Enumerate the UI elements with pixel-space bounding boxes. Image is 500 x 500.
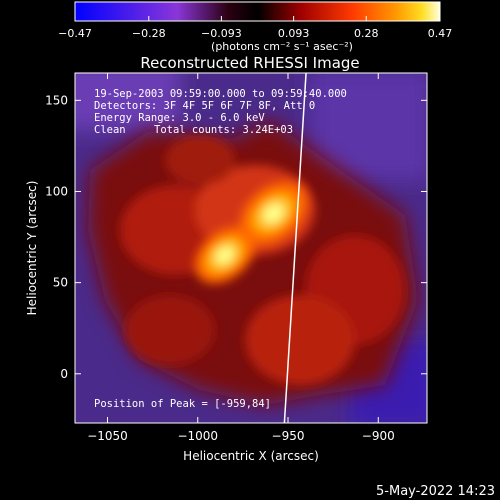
x-tick-label: −1050	[87, 429, 128, 443]
annotation-time-range: 19-Sep-2003 09:59:00.000 to 09:59:40.000	[94, 88, 347, 100]
y-axis-label: Heliocentric Y (arcsec)	[25, 181, 39, 316]
annotation-peak-position: Position of Peak = [-959,84]	[94, 398, 271, 410]
plot-frame	[74, 72, 428, 424]
colorbar	[74, 1, 441, 22]
axis-ticks: −1050 −1000 −950 −900 0 50 100 150	[45, 73, 427, 443]
x-axis-label: Heliocentric X (arcsec)	[183, 449, 319, 463]
limb-line	[283, 73, 307, 423]
y-tick-label: 150	[45, 93, 68, 107]
heatmap-image	[75, 73, 427, 423]
chart-title: Reconstructed RHESSI Image	[140, 54, 359, 72]
colorbar-ticks: −0.47 −0.28 −0.093 0.093 0.28 0.47	[58, 16, 452, 40]
y-tick-label: 100	[45, 184, 68, 198]
colorbar-tick-label: −0.28	[132, 27, 166, 40]
source-core	[262, 203, 285, 224]
colorbar-tick-label: −0.093	[201, 27, 242, 40]
colorbar-tick-label: 0.47	[428, 27, 453, 40]
y-tick-label: 0	[60, 367, 68, 381]
annotation-algorithm: Clean	[94, 124, 126, 136]
y-tick-label: 50	[53, 276, 68, 290]
annotation-total-counts: Total counts: 3.24E+03	[154, 124, 293, 136]
colorbar-tick-label: −0.47	[58, 27, 92, 40]
x-tick-label: −1000	[177, 429, 218, 443]
footer-timestamp: 5-May-2022 14:23	[376, 484, 495, 499]
x-tick-label: −900	[362, 429, 395, 443]
colorbar-tick-label: 0.28	[354, 27, 379, 40]
source-core	[215, 246, 235, 265]
annotation-energy-range: Energy Range: 3.0 - 6.0 keV	[94, 112, 265, 124]
colorbar-tick-label: 0.093	[278, 27, 310, 40]
x-tick-label: −950	[272, 429, 305, 443]
colorbar-unit-label: (photons cm⁻² s⁻¹ asec⁻²)	[211, 40, 353, 53]
annotation-detectors: Detectors: 3F 4F 5F 6F 7F 8F, Att 0	[94, 100, 315, 112]
